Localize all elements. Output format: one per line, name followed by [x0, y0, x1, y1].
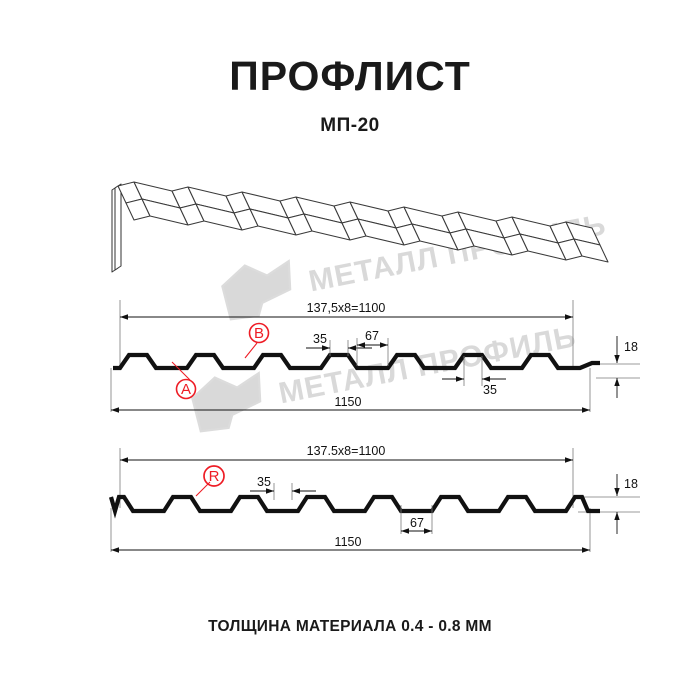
- product-model-label: МП-20: [320, 115, 380, 136]
- extension-lines-b: [110, 448, 640, 552]
- watermark-text-lower: МЕТАЛЛ ПРОФИЛЬ: [276, 320, 579, 410]
- dimension-rib-top-a: 35: [306, 332, 372, 356]
- dim-working-width-a-label: 137,5x8=1100: [307, 301, 386, 315]
- dim-height-a-label: 18: [624, 340, 638, 354]
- dimension-valley-a: 67: [356, 329, 389, 366]
- marker-b-label: B: [254, 325, 264, 342]
- dim-rib-top-a-label: 35: [313, 332, 327, 346]
- dim-overall-width-a-label: 1150: [335, 395, 362, 409]
- dim-overall-width-b-label: 1150: [335, 535, 362, 549]
- dim-valley-a-label: 67: [365, 329, 379, 343]
- page-title: ПРОФЛИСТ: [229, 53, 471, 99]
- watermark-upper: МЕТАЛЛ ПРОФИЛЬ: [221, 208, 609, 321]
- rib-cell: [171, 186, 243, 231]
- rib-cell: [117, 181, 189, 226]
- watermark-lower: МЕТАЛЛ ПРОФИЛЬ: [191, 320, 579, 433]
- marker-r: R: [195, 465, 225, 497]
- rib-cell: [225, 191, 297, 236]
- profile-outline-b: [108, 494, 600, 519]
- dimension-overall-width-b: 1150: [111, 535, 590, 553]
- profile-outline-a: [113, 352, 600, 371]
- edge-fold-2: [114, 183, 122, 271]
- material-thickness-note: ТОЛЩИНА МАТЕРИАЛА 0.4 - 0.8 ММ: [208, 618, 492, 635]
- dimension-height-a: 18: [614, 336, 638, 398]
- dimension-working-width-a: 137,5x8=1100: [120, 301, 573, 320]
- dimension-working-width-b: 137.5x8=1100: [120, 444, 573, 463]
- dim-rib-top-b-label: 35: [257, 475, 271, 489]
- dim-rib-lower-a-label: 35: [483, 383, 497, 397]
- title-block: ПРОФЛИСТ МП-20: [0, 56, 700, 137]
- marker-a: A: [171, 361, 197, 400]
- marker-b: B: [244, 322, 270, 359]
- extension-lines-a: [110, 300, 640, 412]
- rib-cell: [549, 221, 609, 263]
- dim-valley-b-label: 67: [410, 516, 424, 530]
- rib-cell: [441, 211, 513, 256]
- dimension-valley-b: 67: [400, 505, 433, 534]
- marker-r-label: R: [209, 468, 220, 485]
- marker-a-label: A: [181, 381, 191, 398]
- rib-cell: [279, 196, 351, 241]
- dimension-rib-top-b: 35: [250, 475, 316, 500]
- rib-cell: [387, 206, 459, 251]
- dimension-height-b: 18: [614, 474, 638, 534]
- rib-cell: [333, 201, 405, 246]
- dim-height-b-label: 18: [624, 477, 638, 491]
- dimension-rib-lower-a: 35: [442, 356, 506, 397]
- rib-cell: [495, 216, 567, 261]
- edge-fold: [111, 185, 119, 273]
- watermark-text-upper: МЕТАЛЛ ПРОФИЛЬ: [306, 208, 609, 298]
- dim-working-width-b-label: 137.5x8=1100: [307, 444, 386, 458]
- dimension-overall-width-a: 1150: [111, 395, 590, 413]
